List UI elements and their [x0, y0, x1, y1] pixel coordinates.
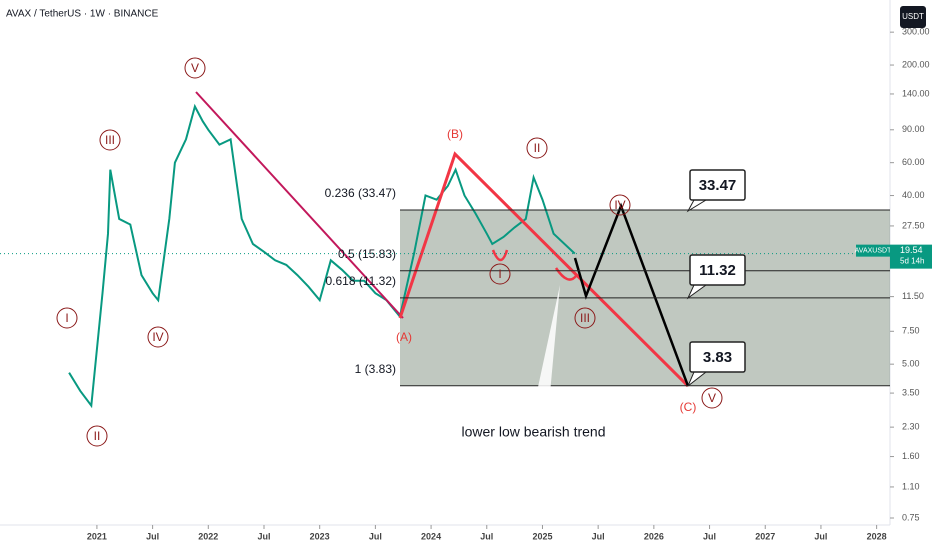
- callout-pointer: [532, 285, 560, 415]
- drawings: [195, 91, 690, 388]
- x-tick-label: 2028: [867, 531, 887, 541]
- symbol-title: AVAX / TetherUS · 1W · BINANCE: [6, 9, 159, 20]
- price-tag-label: 19.54: [900, 245, 923, 255]
- wave-label: II: [94, 429, 101, 443]
- price-line: [68, 103, 576, 409]
- wave-circle: [701, 387, 723, 409]
- fib-label: 1 (3.83): [355, 362, 396, 376]
- callout-text: 3.83: [703, 349, 732, 366]
- y-tick-label: 3.50: [902, 387, 920, 397]
- projection: [573, 202, 690, 387]
- wave-label: IV: [152, 330, 163, 344]
- symbol-tag: [856, 244, 890, 257]
- x-tick-label: Jul: [257, 531, 270, 541]
- y-tick-label: 5.00: [902, 359, 920, 369]
- fib-label: 0.618 (11.32): [326, 274, 397, 288]
- wave-circle: [609, 194, 631, 216]
- wave-label: III: [580, 311, 590, 325]
- countdown-label: 5d 14h: [900, 257, 924, 266]
- wave-circle: [184, 57, 206, 79]
- callout-box: [452, 415, 615, 449]
- x-tick-label: 2027: [755, 531, 775, 541]
- callout-box: [689, 341, 746, 373]
- callout-box: [689, 169, 746, 201]
- y-tick-label: 140.00: [902, 88, 930, 98]
- y-tick-label: 7.50: [902, 326, 920, 336]
- arc: [491, 249, 509, 262]
- x-tick-label: 2021: [87, 531, 107, 541]
- x-tick-label: 2024: [421, 531, 441, 541]
- currency-label: USDT: [902, 12, 924, 21]
- price-tag: [890, 244, 932, 269]
- y-tick-label: 11.50: [902, 291, 924, 301]
- x-tick-label: Jul: [592, 531, 605, 541]
- wave-label: IV: [614, 198, 625, 212]
- y-tick-label: 300.00: [902, 27, 930, 37]
- wave-label: I: [498, 267, 501, 281]
- callout-text: lower low bearish trend: [462, 424, 606, 440]
- y-tick-label: 90.00: [902, 124, 925, 134]
- y-tick-label: 60.00: [902, 157, 925, 167]
- currency-badge: [900, 6, 926, 28]
- y-tick-label: 27.50: [902, 220, 925, 230]
- x-tick-label: 2025: [532, 531, 552, 541]
- y-tick-label: 1.10: [902, 481, 920, 491]
- trendline: [195, 91, 404, 319]
- abc-line: [398, 151, 690, 388]
- wave-circle: [526, 137, 548, 159]
- y-tick-label: 0.75: [902, 512, 920, 522]
- wave-label: I: [65, 311, 68, 325]
- y-tick-label: 2.30: [902, 422, 920, 432]
- x-tick-label: Jul: [703, 531, 716, 541]
- wave-circle: [86, 425, 108, 447]
- callout-text: 11.32: [699, 262, 736, 279]
- y-tick-label: 40.00: [902, 190, 925, 200]
- wave-label: II: [534, 141, 541, 155]
- wave-circle: [56, 307, 78, 329]
- x-tick-label: 2022: [198, 531, 218, 541]
- x-tick-label: Jul: [369, 531, 382, 541]
- wave-label: (B): [447, 127, 463, 141]
- y-tick-label: 200.00: [902, 59, 930, 69]
- x-tick-label: 2023: [310, 531, 330, 541]
- wave-label: V: [708, 391, 716, 405]
- wave-circle: [574, 307, 596, 329]
- wave-circle: [99, 129, 121, 151]
- fib-label: 0.5 (15.83): [338, 247, 396, 261]
- wave-circle: [489, 263, 511, 285]
- callout-text: 33.47: [699, 177, 737, 194]
- wave-label: III: [105, 133, 115, 147]
- x-tick-label: Jul: [146, 531, 159, 541]
- callout-box: [689, 254, 746, 286]
- wave-label: V: [191, 61, 199, 75]
- x-tick-label: Jul: [814, 531, 827, 541]
- fib-label: 0.236 (33.47): [325, 186, 396, 200]
- wave-label: (A): [396, 330, 412, 344]
- wave-label: (C): [680, 400, 697, 414]
- wave-circle: [147, 326, 169, 348]
- x-tick-label: Jul: [480, 531, 493, 541]
- symbol-tag-label: AVAXUSDT: [855, 247, 892, 254]
- x-tick-label: 2026: [644, 531, 664, 541]
- y-tick-label: 1.60: [902, 451, 920, 461]
